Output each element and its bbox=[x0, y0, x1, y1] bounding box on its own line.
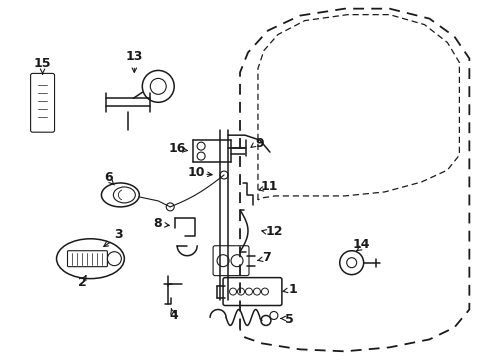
Text: 9: 9 bbox=[255, 137, 264, 150]
Circle shape bbox=[229, 288, 236, 295]
Circle shape bbox=[220, 171, 227, 179]
Text: 15: 15 bbox=[34, 57, 51, 70]
FancyBboxPatch shape bbox=[223, 278, 281, 306]
Circle shape bbox=[166, 203, 174, 211]
Circle shape bbox=[261, 288, 268, 295]
Circle shape bbox=[150, 78, 166, 94]
Text: 6: 6 bbox=[104, 171, 112, 184]
Text: 7: 7 bbox=[262, 251, 271, 264]
Circle shape bbox=[230, 255, 243, 267]
FancyBboxPatch shape bbox=[213, 246, 248, 276]
Ellipse shape bbox=[101, 183, 139, 207]
Circle shape bbox=[197, 142, 204, 150]
Text: 3: 3 bbox=[114, 228, 122, 241]
Circle shape bbox=[142, 71, 174, 102]
Ellipse shape bbox=[57, 239, 124, 279]
Text: 1: 1 bbox=[288, 283, 297, 296]
Circle shape bbox=[245, 288, 252, 295]
FancyBboxPatch shape bbox=[31, 73, 55, 132]
Text: 11: 11 bbox=[260, 180, 277, 193]
Circle shape bbox=[339, 251, 363, 275]
Text: 8: 8 bbox=[153, 217, 161, 230]
Circle shape bbox=[346, 258, 356, 268]
Circle shape bbox=[253, 288, 260, 295]
Text: 2: 2 bbox=[78, 276, 87, 289]
Circle shape bbox=[269, 311, 277, 319]
Circle shape bbox=[107, 252, 121, 266]
Text: 16: 16 bbox=[168, 141, 185, 155]
Circle shape bbox=[237, 288, 244, 295]
Text: 5: 5 bbox=[285, 313, 294, 326]
Text: 4: 4 bbox=[169, 309, 178, 322]
Circle shape bbox=[197, 152, 204, 160]
Circle shape bbox=[217, 255, 228, 267]
Circle shape bbox=[261, 315, 270, 325]
FancyBboxPatch shape bbox=[67, 251, 107, 267]
Ellipse shape bbox=[113, 187, 135, 203]
Text: 14: 14 bbox=[352, 238, 369, 251]
Text: 12: 12 bbox=[264, 225, 282, 238]
Text: 13: 13 bbox=[125, 50, 142, 63]
Text: 10: 10 bbox=[187, 166, 204, 179]
